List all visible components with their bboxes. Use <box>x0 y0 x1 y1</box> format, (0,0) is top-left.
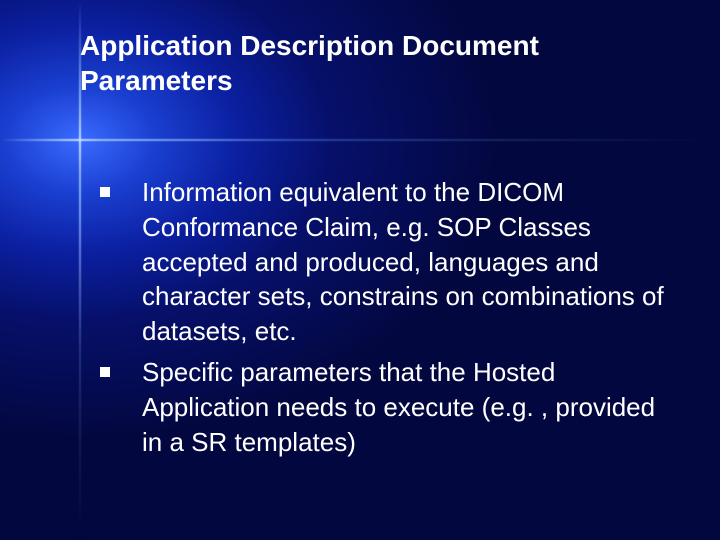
slide-title: Application Description Document Paramet… <box>80 28 680 98</box>
bullet-text: Specific parameters that the Hosted Appl… <box>142 357 655 457</box>
bullet-list: Information equivalent to the DICOM Conf… <box>96 175 676 460</box>
slide-body: Information equivalent to the DICOM Conf… <box>96 175 676 466</box>
list-item: Specific parameters that the Hosted Appl… <box>96 355 676 459</box>
list-item: Information equivalent to the DICOM Conf… <box>96 175 676 349</box>
slide: Application Description Document Paramet… <box>0 0 720 540</box>
bullet-text: Information equivalent to the DICOM Conf… <box>142 177 664 346</box>
decorative-flare-horizontal <box>0 139 720 141</box>
